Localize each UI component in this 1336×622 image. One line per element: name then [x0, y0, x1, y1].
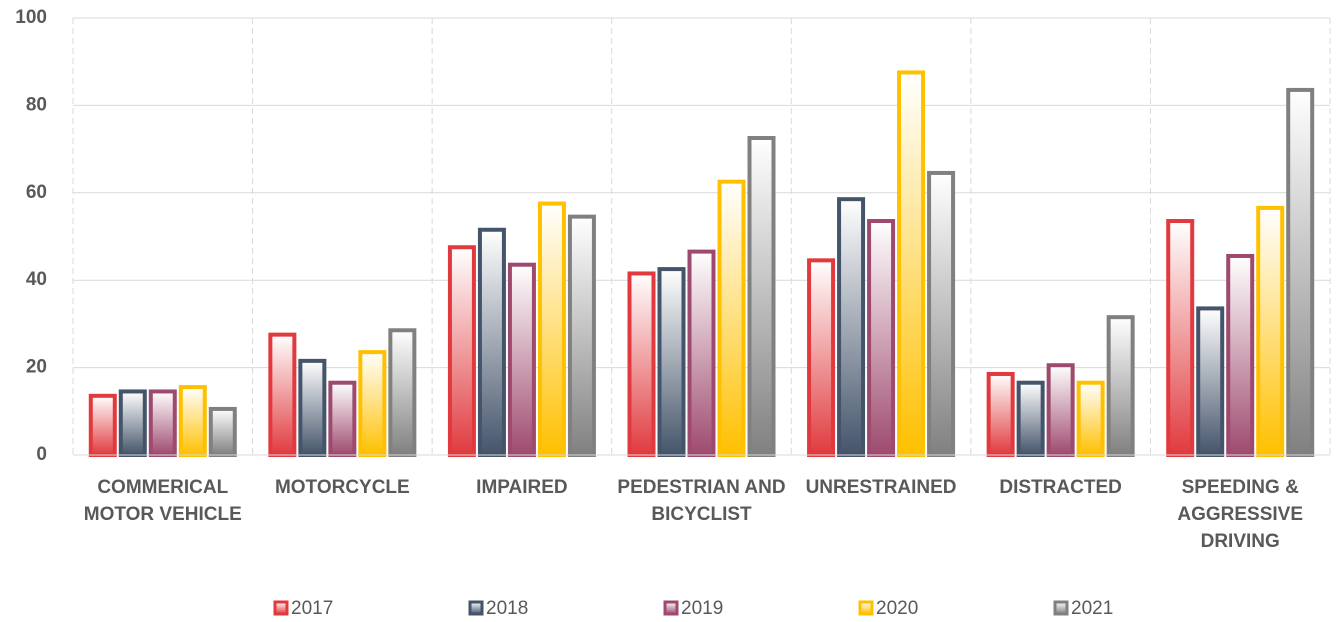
bar: [1106, 315, 1135, 457]
y-tick-label: 60: [26, 182, 47, 203]
bar: [88, 393, 117, 458]
y-tick-label: 20: [26, 357, 47, 378]
bar: [717, 179, 746, 457]
x-tick-label: COMMERICAL MOTOR VEHICLE: [83, 477, 242, 525]
x-tick-label: IMPAIRED: [476, 477, 568, 498]
bar: [1016, 380, 1045, 457]
bar: [897, 70, 926, 457]
bar: [747, 135, 776, 458]
y-tick-label: 80: [26, 94, 47, 115]
bar: [178, 385, 207, 457]
bar: [507, 262, 536, 457]
bar: [1226, 253, 1255, 457]
bar: [447, 245, 476, 457]
bar: [1076, 380, 1105, 457]
x-tick-label: MOTORCYCLE: [274, 477, 410, 498]
x-tick-label: UNRESTRAINED: [805, 477, 957, 498]
y-tick-label: 0: [36, 444, 47, 465]
legend-label: 2021: [1071, 598, 1113, 619]
legend-label: 2018: [486, 598, 528, 619]
bar: [657, 267, 686, 457]
bar: [208, 406, 237, 457]
bar: [927, 170, 956, 457]
x-tick-label: SPEEDING & AGGRESSIVE DRIVING: [1177, 477, 1304, 552]
bar: [807, 258, 836, 457]
legend-label: 2019: [681, 598, 723, 619]
legend-swatch: [1053, 600, 1069, 616]
legend-label: 2017: [291, 598, 333, 619]
bar: [1196, 306, 1225, 458]
bar: [567, 214, 596, 457]
bar: [118, 389, 147, 458]
bar: [358, 350, 387, 457]
bar: [1046, 363, 1075, 458]
bar: [328, 380, 357, 457]
bar: [627, 271, 656, 457]
y-tick-label: 40: [26, 269, 47, 290]
legend-swatch: [273, 600, 289, 616]
x-tick-label: DISTRACTED: [999, 477, 1122, 498]
legend-label: 2020: [876, 598, 918, 619]
bar: [1166, 219, 1195, 457]
x-tick-label: PEDESTRIAN AND BICYCLIST: [617, 477, 786, 525]
bar: [837, 197, 866, 457]
bar: [1256, 205, 1285, 457]
legend-swatch: [663, 600, 679, 616]
bar: [298, 358, 327, 457]
bar: [388, 328, 417, 457]
bar: [986, 371, 1015, 457]
legend-swatch: [468, 600, 484, 616]
bar: [867, 219, 896, 457]
bar: [148, 389, 177, 458]
legend-swatch: [858, 600, 874, 616]
bar: [268, 332, 297, 458]
bar: [1286, 87, 1315, 457]
bar: [477, 227, 506, 457]
y-tick-label: 100: [15, 7, 47, 28]
bar: [687, 249, 716, 457]
bar: [537, 201, 566, 457]
